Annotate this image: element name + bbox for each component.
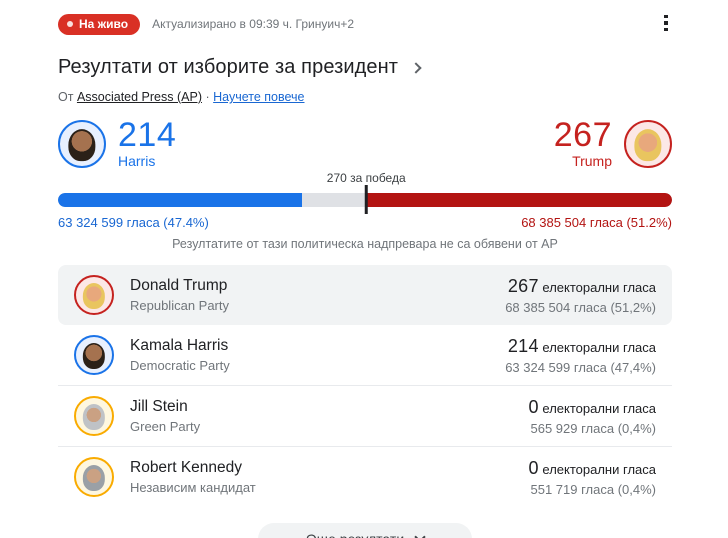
electoral-label: електорални гласа [542,461,656,477]
trump-row-avatar [74,275,114,315]
live-badge: На живо [58,13,141,35]
trump-avatar [624,119,672,168]
candidate-electoral-count: 267 [507,275,539,296]
candidate-electoral-count: 0 [528,457,539,478]
summary-right-candidate: 267 Trump [554,118,672,169]
harris-votes-text: 63 324 599 гласа (47.4%) [58,215,209,230]
electoral-label: електорални гласа [542,339,656,355]
bar-left-fill [58,193,303,207]
table-row-harris[interactable]: Kamala Harris Democratic Party 214 елект… [58,325,672,385]
ap-disclaimer-note: Резултатите от тази политическа надпрева… [172,237,558,251]
title-row[interactable]: Резултати от изборите за президент [58,56,672,79]
top-bar: На живо Актуализирано в 09:39 ч. Гринуич… [58,12,672,36]
candidate-name: Kamala Harris [130,337,229,354]
candidate-electoral-count: 0 [528,396,539,417]
candidate-party: Republican Party [130,298,229,313]
electoral-label: електорални гласа [542,279,656,295]
trump-name-label: Trump [572,153,612,169]
harris-avatar [58,119,106,168]
candidate-party: Democratic Party [130,358,230,373]
win-marker [364,185,368,214]
candidate-name: Donald Trump [130,277,228,294]
popular-votes-row: 63 324 599 гласа (47.4%) 68 385 504 глас… [58,215,672,230]
chevron-right-icon [410,62,422,74]
electoral-bar-zone: 270 за победа 63 324 599 гласа (47.4%) 6… [58,171,672,230]
learn-more-link[interactable]: Научете повече [213,90,305,104]
page-title: Резултати от изборите за президент [58,56,399,78]
candidate-name: Jill Stein [130,398,188,415]
bar-right-fill [367,193,672,207]
summary-left-candidate: 214 Harris [58,118,176,169]
harris-name-label: Harris [118,153,156,169]
live-dot-icon [67,20,73,27]
summary-section: 214 Harris 267 Trump [58,118,672,169]
candidate-electoral-count: 214 [507,335,539,356]
candidate-party: Независим кандидат [130,480,256,495]
electoral-label: електорални гласа [542,400,656,416]
table-row-kennedy[interactable]: Robert Kennedy Независим кандидат 0 елек… [58,446,672,507]
kennedy-row-avatar [74,457,114,497]
trump-votes-text: 68 385 504 гласа (51.2%) [521,215,672,230]
live-badge-label: На живо [79,16,129,31]
harris-row-avatar [74,335,114,375]
trump-electoral-count: 267 [553,116,612,154]
stein-row-avatar [74,396,114,436]
kebab-menu-icon[interactable] [656,12,676,34]
candidate-name: Robert Kennedy [130,459,243,476]
candidate-party: Green Party [130,419,201,434]
candidate-votes: 551 719 гласа (0,4%) [530,481,656,497]
harris-electoral-count: 214 [118,116,177,154]
table-row-trump[interactable]: Donald Trump Republican Party 267 електо… [58,265,672,325]
candidate-votes: 63 324 599 гласа (47,4%) [505,359,656,375]
updated-timestamp: Актуализирано в 09:39 ч. Гринуич+2 [152,17,355,31]
candidate-votes: 565 929 гласа (0,4%) [530,420,656,436]
more-results-button[interactable]: Още резултати [257,523,473,538]
chevron-down-icon [414,531,426,538]
dot-separator: · [205,90,210,104]
candidate-votes: 68 385 504 гласа (51,2%) [505,299,656,315]
table-row-stein[interactable]: Jill Stein Green Party 0 електорални гла… [58,385,672,446]
byline-prefix: От [58,90,74,104]
more-results-label: Още резултати [306,531,404,538]
win-threshold-label: 270 за победа [326,171,406,185]
source-link[interactable]: Associated Press (AP) [76,90,202,104]
byline: От Associated Press (AP) · Научете повеч… [58,90,672,104]
candidate-list: Donald Trump Republican Party 267 електо… [58,265,672,507]
